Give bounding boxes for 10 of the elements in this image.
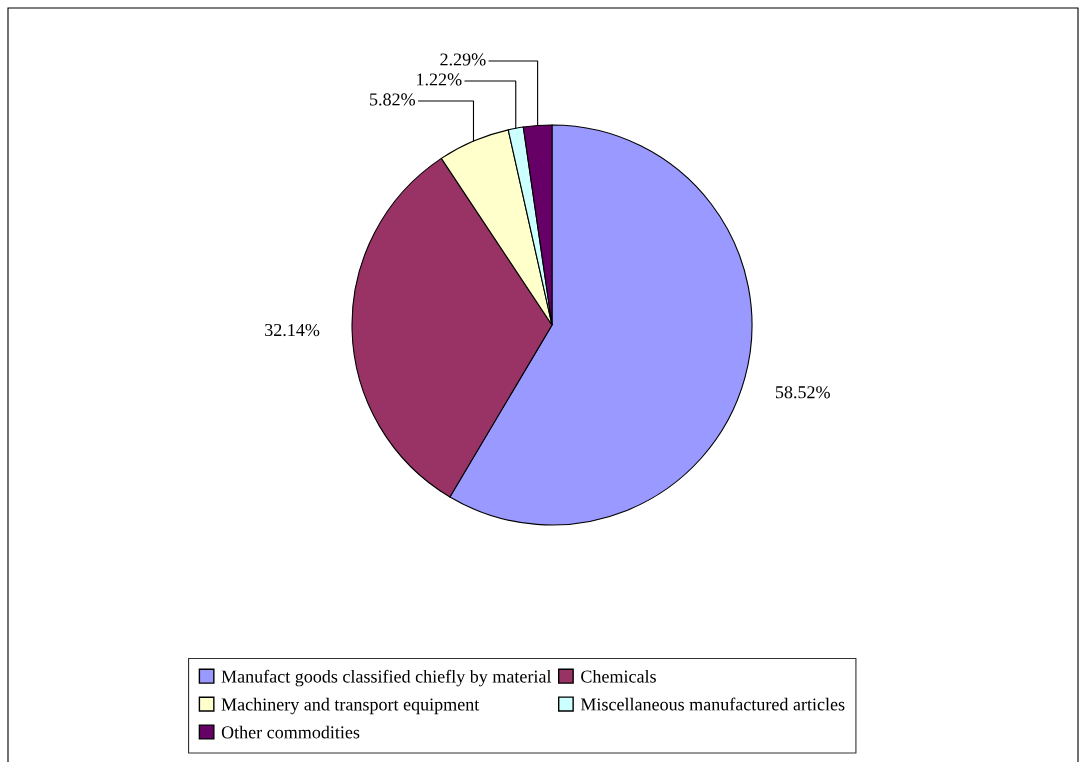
data-label: 2.29%	[440, 53, 486, 66]
legend-label: Other commodities	[221, 725, 360, 739]
legend-label: Machinery and transport equipment	[221, 697, 480, 715]
legend-label: Manufact goods classified chiefly by material	[221, 669, 552, 687]
data-label: 1.22%	[417, 73, 462, 86]
data-label: 32.14%	[265, 323, 320, 337]
legend-label: Chemicals	[581, 669, 656, 683]
data-label: 58.52%	[775, 386, 830, 399]
legend-label: Miscellaneous manufactured articles	[580, 697, 845, 711]
data-label: 5.82%	[370, 93, 416, 106]
